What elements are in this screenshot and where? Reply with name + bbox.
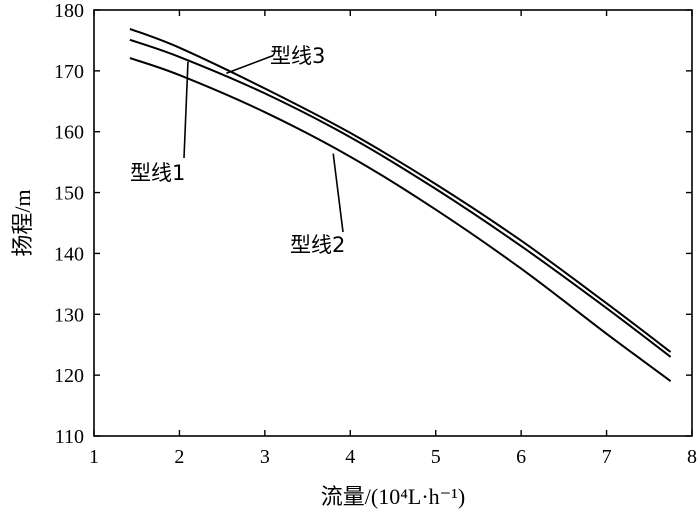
annotation-layer: 型线3 型线1 型线2 xyxy=(130,44,345,257)
x-tick-label: 4 xyxy=(345,446,355,468)
y-tick-label: 150 xyxy=(54,183,84,205)
x-axis-title: 流量/(10⁴L·h⁻¹) xyxy=(321,484,465,509)
x-tick-label: 8 xyxy=(687,446,697,468)
y-tick-label: 170 xyxy=(54,61,84,83)
series-line-3 xyxy=(129,27,672,353)
y-tick-label: 110 xyxy=(55,426,84,448)
series-line-1 xyxy=(129,38,672,358)
x-tick-label: 3 xyxy=(260,446,270,468)
y-axis-title: 扬程/m xyxy=(10,189,35,256)
series-annotation-label: 型线1 xyxy=(130,161,185,185)
annotation-leader xyxy=(226,55,273,75)
y-tick-label: 120 xyxy=(54,365,84,387)
y-tick-label: 160 xyxy=(54,122,84,144)
x-tick-label: 7 xyxy=(602,446,612,468)
series-annotation-label: 型线3 xyxy=(270,44,325,68)
x-tick-label: 1 xyxy=(89,446,99,468)
plot-frame xyxy=(93,9,693,437)
x-tick-label: 6 xyxy=(516,446,526,468)
x-tick-label: 2 xyxy=(174,446,184,468)
y-tick-label: 180 xyxy=(54,0,84,22)
series-line-2 xyxy=(129,57,672,383)
annotation-leader xyxy=(332,153,344,233)
y-tick-label: 140 xyxy=(54,243,84,265)
ticks-layer: 1 2 3 4 5 6 7 8 110 120 130 140 150 160 170 180 xyxy=(54,0,697,468)
y-tick-label: 130 xyxy=(54,304,84,326)
series-layer xyxy=(129,27,672,383)
x-tick-label: 5 xyxy=(431,446,441,468)
annotation-leader xyxy=(183,61,189,159)
series-annotation-label: 型线2 xyxy=(290,233,345,257)
